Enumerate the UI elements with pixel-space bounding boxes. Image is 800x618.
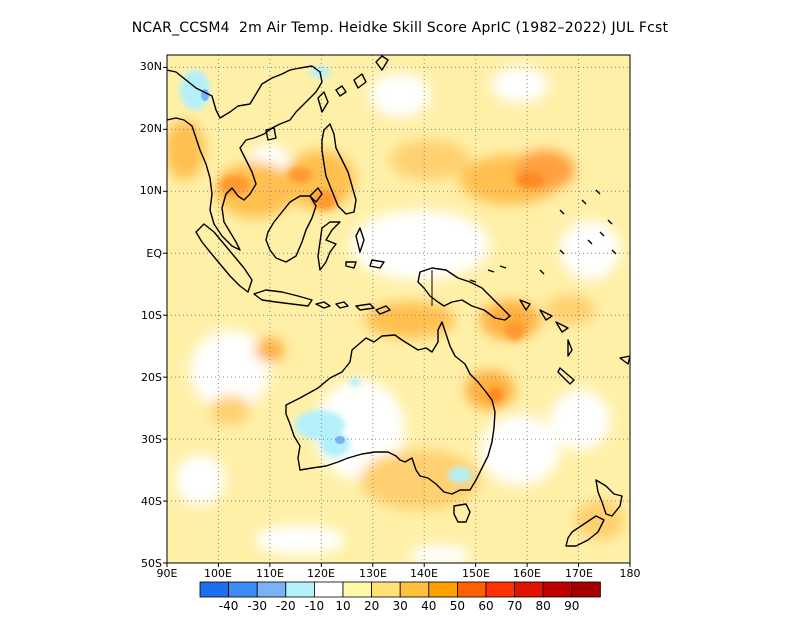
colorbar-label: 40 [421, 599, 437, 613]
colorbar-swatch [256, 581, 287, 598]
colorbar-swatch [313, 581, 344, 598]
colorbar-label: -20 [275, 599, 296, 613]
colorbar-swatch [342, 581, 373, 598]
x-tick-label: 150E [462, 567, 490, 580]
colorbar-label: 90 [564, 599, 580, 613]
x-tick-label: 90E [156, 567, 178, 580]
skill-shading [167, 55, 630, 563]
y-tick-label: 10N [139, 184, 162, 197]
colorbar-label: 70 [506, 599, 523, 613]
colorbar-swatch [285, 581, 315, 598]
sulawesi-coastline [317, 221, 341, 271]
x-tick-label: 120E [307, 567, 335, 580]
new-zealand-coastline [565, 479, 623, 547]
colorbar-swatch [428, 581, 458, 598]
colorbar-label: 50 [449, 599, 466, 613]
x-tick-label: 130E [359, 567, 387, 580]
colorbar-swatch [571, 581, 601, 598]
colorbar-label: -10 [304, 599, 325, 613]
colorbar-swatch [228, 581, 258, 598]
y-tick-label: 40S [141, 495, 162, 508]
x-tick-label: 100E [204, 567, 232, 580]
y-tick-label: 30N [139, 60, 162, 73]
y-tick-label: 50S [141, 557, 162, 570]
colorbar-label: 60 [478, 599, 494, 613]
y-tick-label: 10S [141, 309, 162, 322]
x-tick-label: 110E [256, 567, 284, 580]
colorbar-swatch [199, 581, 230, 598]
tick-marks [163, 66, 631, 567]
y-tick-label: 20N [139, 122, 162, 135]
x-tick-label: 170E [565, 567, 593, 580]
colorbar-swatch [456, 581, 487, 598]
java-coastline [253, 289, 313, 307]
colorbar-label: 80 [535, 599, 551, 613]
x-tick-label: 180 [619, 567, 641, 580]
colorbar-label: 30 [392, 599, 408, 613]
australia-coastline [285, 321, 496, 495]
colorbar-label: -30 [247, 599, 267, 613]
borneo-coastline [265, 195, 317, 263]
colorbar-label: 20 [363, 599, 380, 613]
sumatra-coastline [195, 223, 253, 293]
colorbar-swatch [371, 581, 401, 598]
x-tick-label: 160E [513, 567, 541, 580]
y-tick-label: 20S [141, 371, 162, 384]
chart-title: NCAR_CCSM4 2m Air Temp. Heidke Skill Sco… [131, 20, 669, 36]
colorbar-swatch [542, 581, 573, 598]
colorbar-swatch [399, 581, 430, 598]
plot-frame [166, 54, 631, 564]
philippines-coastline [309, 123, 357, 215]
new-guinea-coastline [417, 267, 511, 321]
coastlines [167, 55, 630, 547]
colorbar-label: -40 [218, 599, 239, 613]
colorbar-swatch [485, 581, 516, 598]
mainland-asia-coastline [167, 65, 323, 251]
y-tick-label: EQ [146, 247, 162, 260]
colorbar-label: 10 [335, 599, 351, 613]
y-tick-label: 30S [141, 433, 162, 446]
colorbar [199, 581, 601, 598]
tasmania-coastline [453, 503, 471, 523]
colorbar-swatch [514, 581, 544, 598]
x-tick-label: 140E [410, 567, 438, 580]
